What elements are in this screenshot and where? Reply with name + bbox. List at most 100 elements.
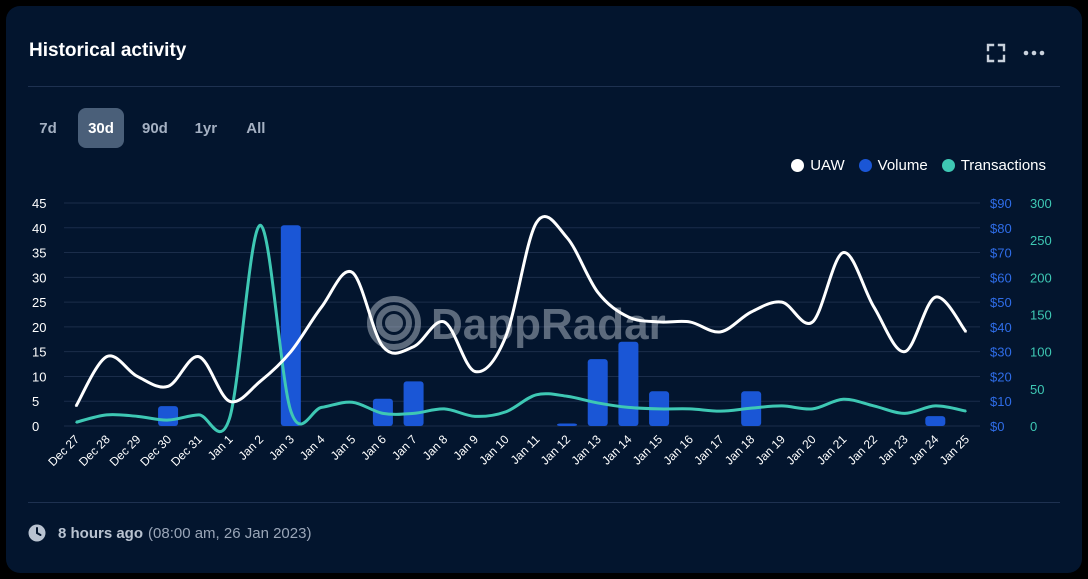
tab-90d[interactable]: 90d (142, 119, 168, 137)
x-tick-label: Jan 23 (875, 432, 911, 468)
x-tick-label: Jan 12 (538, 432, 574, 468)
volume-bar (158, 406, 179, 426)
legend-transactions-label: Transactions (960, 157, 1046, 174)
y-volume-tick: $20 (990, 369, 1012, 384)
transactions-point (873, 405, 875, 407)
uaw-point (197, 355, 200, 358)
legend-uaw-label: UAW (810, 157, 845, 174)
y-transactions-tick: 300 (1030, 196, 1052, 211)
more-icon[interactable] (1021, 40, 1047, 66)
x-tick-label: Dec 30 (137, 432, 174, 469)
legend-volume[interactable]: Volume (858, 157, 928, 174)
y-left-tick: 10 (32, 369, 46, 384)
clock-icon (28, 524, 46, 542)
uaw-point (903, 350, 906, 353)
uaw-point (811, 321, 814, 323)
transactions-point (474, 415, 476, 418)
volume-bar (403, 381, 424, 426)
transactions-point (719, 410, 722, 412)
x-tick-label: Jan 2 (236, 432, 267, 463)
transactions-point (535, 393, 538, 396)
uaw-point (105, 355, 108, 358)
transactions-point (750, 407, 752, 409)
uaw-point (965, 331, 967, 333)
y-transactions-tick: 50 (1030, 382, 1044, 397)
uaw-point (167, 385, 169, 388)
y-left-tick: 40 (32, 221, 46, 236)
transactions-point (105, 414, 108, 416)
uaw-point (351, 271, 354, 274)
updated-absolute: (08:00 am, 26 Jan 2023) (148, 524, 312, 542)
y-volume-tick: $90 (990, 196, 1012, 211)
volume-bar (280, 225, 301, 426)
legend-transactions-dot (941, 159, 955, 172)
x-tick-label: Dec 31 (168, 432, 205, 469)
x-tick-label: Jan 8 (420, 432, 451, 463)
transactions-point (75, 421, 77, 424)
y-volume-tick: $40 (990, 320, 1012, 335)
uaw-point (566, 236, 568, 239)
x-tick-label: Jan 15 (630, 432, 666, 468)
transactions-point (351, 401, 354, 404)
x-tick-label: Jan 17 (691, 432, 727, 468)
y-left-tick: 15 (32, 345, 46, 360)
x-tick-label: Jan 4 (297, 432, 328, 463)
volume-bar (618, 341, 639, 426)
transactions-point (903, 412, 906, 415)
uaw-point (228, 400, 231, 403)
tab-1yr[interactable]: 1yr (194, 119, 218, 137)
y-transactions-tick: 0 (1030, 419, 1037, 434)
uaw-point (259, 380, 261, 383)
transactions-point (688, 408, 691, 410)
tab-all[interactable]: All (246, 119, 266, 137)
uaw-point (75, 405, 77, 407)
historical-activity-card: Historical activity 7d 30d 90d 1yr All U… (6, 6, 1082, 573)
y-volume-tick: $0 (990, 419, 1004, 434)
uaw-point (290, 350, 292, 353)
uaw-point (474, 370, 476, 373)
uaw-point (136, 375, 139, 378)
uaw-point (934, 296, 937, 298)
watermark-logo: DappRadar (367, 296, 666, 350)
legend-transactions[interactable]: Transactions (941, 157, 1046, 174)
uaw-point (750, 311, 752, 313)
x-tick-label: Jan 10 (476, 432, 512, 468)
uaw-point (873, 306, 875, 308)
uaw-point (504, 336, 507, 338)
y-volume-tick: $30 (990, 345, 1012, 360)
transactions-point (504, 411, 507, 413)
transactions-point (290, 410, 292, 412)
y-left-tick: 35 (32, 246, 46, 261)
watermark-text: DappRadar (431, 300, 666, 349)
volume-bar (557, 423, 578, 426)
uaw-point (688, 321, 691, 323)
x-tick-label: Jan 19 (753, 432, 789, 468)
y-volume-tick: $70 (990, 246, 1012, 261)
header-divider (28, 86, 1060, 87)
volume-bar (587, 359, 608, 426)
transactions-point (842, 398, 845, 401)
y-transactions-tick: 200 (1030, 270, 1052, 285)
y-volume-tick: $10 (990, 394, 1012, 409)
transactions-point (228, 417, 231, 420)
x-tick-label: Jan 22 (845, 432, 881, 468)
tab-30d[interactable]: 30d (78, 108, 124, 148)
x-tick-label: Jan 24 (906, 432, 942, 468)
expand-icon[interactable] (983, 40, 1009, 66)
transactions-point (965, 410, 967, 412)
x-tick-label: Jan 5 (328, 432, 359, 463)
x-tick-label: Dec 29 (107, 432, 144, 469)
y-left-tick: 20 (32, 320, 46, 335)
legend-uaw[interactable]: UAW (791, 157, 845, 174)
legend-volume-label: Volume (877, 157, 928, 174)
transactions-point (566, 395, 568, 398)
uaw-point (596, 291, 599, 294)
x-tick-label: Dec 27 (45, 432, 82, 469)
uaw-point (535, 222, 538, 224)
transactions-point (382, 412, 384, 415)
x-tick-label: Jan 6 (358, 432, 389, 463)
uaw-point (412, 345, 415, 348)
tab-7d[interactable]: 7d (39, 119, 57, 137)
y-transactions-tick: 100 (1030, 345, 1052, 360)
transactions-point (934, 405, 937, 407)
